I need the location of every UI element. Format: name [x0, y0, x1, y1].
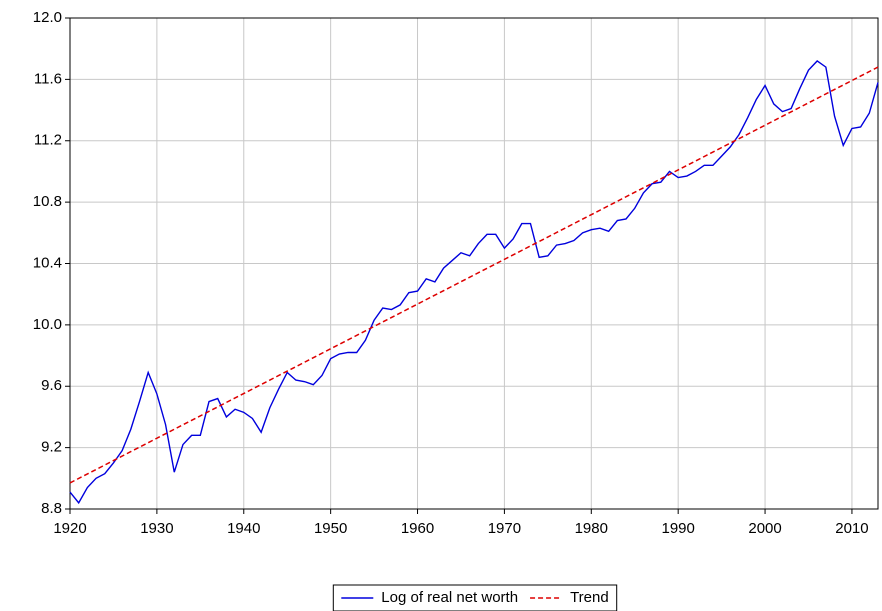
- x-tick-label: 2010: [835, 520, 868, 537]
- y-tick-label: 9.2: [41, 439, 62, 456]
- plot-frame: [69, 17, 879, 510]
- x-tick-label: 1940: [227, 520, 260, 537]
- x-tick-label: 1970: [488, 520, 521, 537]
- legend-label: Log of real net worth: [381, 589, 518, 606]
- legend-box: [332, 584, 618, 611]
- x-tick-label: 1930: [140, 520, 173, 537]
- y-tick-label: 11.2: [34, 132, 62, 149]
- x-tick-label: 1960: [401, 520, 434, 537]
- x-tick-label: 1950: [314, 520, 347, 537]
- x-tick-label: 2000: [748, 520, 781, 537]
- y-tick-label: 11.6: [34, 70, 62, 87]
- series-line: [69, 60, 879, 505]
- y-tick-label: 9.6: [41, 377, 62, 394]
- legend-label: Trend: [570, 589, 609, 606]
- x-tick-label: 1980: [575, 520, 608, 537]
- x-tick-label: 1920: [53, 520, 86, 537]
- series-line: [69, 66, 879, 484]
- y-tick-label: 10.4: [33, 254, 62, 271]
- y-tick-label: 10.8: [33, 193, 62, 210]
- y-tick-label: 12.0: [33, 9, 62, 26]
- x-tick-label: 1990: [661, 520, 694, 537]
- y-tick-label: 8.8: [41, 500, 62, 517]
- y-tick-label: 10.0: [33, 316, 62, 333]
